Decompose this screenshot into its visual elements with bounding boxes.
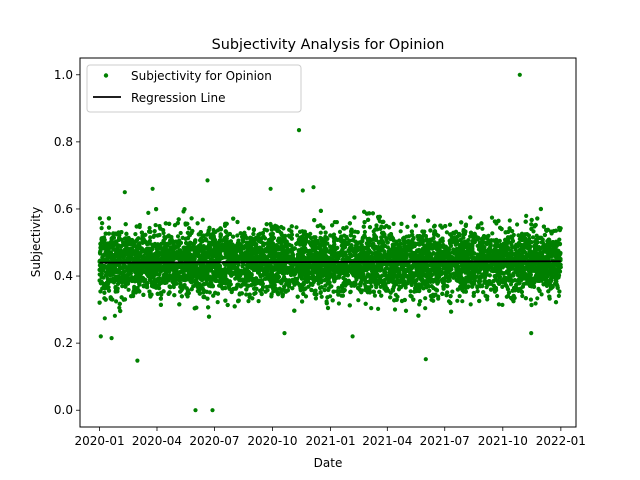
scatter-point <box>336 292 341 297</box>
scatter-point <box>403 285 408 290</box>
scatter-point <box>444 230 449 235</box>
scatter-point <box>533 301 538 306</box>
scatter-point <box>353 229 358 234</box>
scatter-point <box>480 226 485 231</box>
scatter-point <box>369 306 374 311</box>
scatter-point <box>117 305 122 310</box>
scatter-point <box>256 299 261 304</box>
scatter-point <box>392 307 398 312</box>
scatter-point <box>147 225 152 231</box>
scatter-point <box>126 287 131 292</box>
scatter-point <box>235 233 240 238</box>
scatter-point <box>114 299 119 304</box>
scatter-point <box>337 229 343 234</box>
scatter-point <box>458 238 463 243</box>
scatter-point <box>540 244 546 249</box>
scatter-point <box>413 223 418 228</box>
chart-title: Subjectivity Analysis for Opinion <box>212 37 445 53</box>
scatter-point <box>332 220 337 225</box>
scatter-point <box>132 284 137 289</box>
scatter-point <box>146 210 151 215</box>
scatter-point <box>336 301 341 306</box>
scatter-point <box>520 293 525 299</box>
scatter-point <box>98 289 103 294</box>
scatter-point <box>530 235 536 240</box>
scatter-point <box>391 221 396 226</box>
scatter-point <box>417 302 422 307</box>
scatter-point <box>200 217 205 222</box>
scatter-point <box>524 213 529 218</box>
scatter-point <box>468 302 473 307</box>
scatter-point <box>178 230 183 236</box>
scatter-point <box>153 223 158 228</box>
scatter-point <box>244 292 249 297</box>
scatter-point <box>423 296 428 301</box>
scatter-point <box>362 229 367 235</box>
scatter-point <box>490 231 495 236</box>
scatter-point <box>246 226 251 231</box>
scatter-point <box>120 284 125 289</box>
scatter-point <box>515 222 520 227</box>
scatter-point <box>454 242 459 247</box>
scatter-point <box>319 294 324 299</box>
scatter-point <box>303 294 309 299</box>
scatter-point <box>495 293 500 299</box>
scatter-point <box>535 296 540 301</box>
scatter-point <box>489 215 495 220</box>
scatter-point <box>148 235 153 240</box>
scatter-point <box>507 218 512 223</box>
scatter-point <box>537 288 542 293</box>
scatter-point <box>295 233 300 238</box>
scatter-point <box>294 225 299 230</box>
scatter-point <box>500 302 505 307</box>
scatter-point <box>500 284 505 289</box>
scatter-point <box>455 298 460 303</box>
scatter-point <box>356 298 361 303</box>
scatter-point <box>175 234 181 239</box>
scatter-point <box>423 306 428 311</box>
scatter-point <box>496 302 501 307</box>
scatter-point <box>102 316 107 321</box>
scatter-point <box>508 282 514 287</box>
scatter-point <box>318 230 323 235</box>
scatter-point <box>556 293 562 298</box>
scatter-point <box>376 306 381 311</box>
scatter-point <box>539 292 544 297</box>
scatter-point <box>450 289 455 294</box>
scatter-point <box>398 229 403 234</box>
scatter-point <box>106 231 112 236</box>
scatter-point <box>408 289 413 294</box>
scatter-point <box>97 216 102 221</box>
scatter-point <box>112 313 117 318</box>
scatter-point <box>334 289 339 294</box>
scatter-point <box>99 226 104 231</box>
scatter-point <box>457 294 462 299</box>
scatter-point <box>429 297 434 302</box>
scatter-point <box>215 300 220 305</box>
scatter-point <box>253 290 258 296</box>
scatter-point <box>352 234 357 239</box>
scatter-point <box>152 229 157 234</box>
scatter-point <box>246 299 251 304</box>
scatter-point <box>181 277 186 282</box>
scatter-point <box>348 289 353 294</box>
scatter-point <box>244 235 249 241</box>
scatter-point <box>460 299 465 304</box>
scatter-point <box>372 293 377 298</box>
scatter-point <box>281 226 286 231</box>
scatter-point <box>336 285 341 290</box>
scatter-point <box>133 232 138 237</box>
scatter-point <box>447 232 453 237</box>
scatter-point <box>528 297 534 302</box>
scatter-point <box>385 245 390 250</box>
scatter-point <box>233 276 238 281</box>
